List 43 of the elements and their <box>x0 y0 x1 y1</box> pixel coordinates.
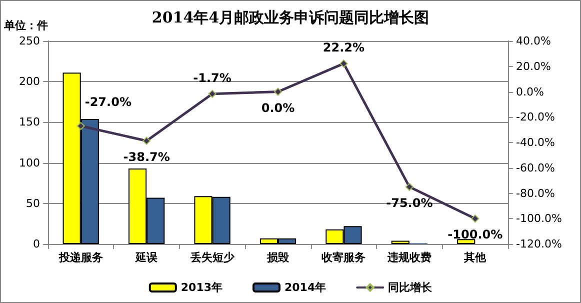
y-tick-label: 200 <box>19 75 40 88</box>
data-label: 22.2% <box>322 40 365 55</box>
y-tick-label: 50 <box>26 196 40 210</box>
chart-title: 2014年4月邮政业务申诉问题同比增长图 <box>152 8 430 26</box>
y2-tick-label: -100.0% <box>516 212 562 226</box>
y2-tick-label: -60.0% <box>516 161 555 174</box>
point <box>76 122 85 130</box>
bar <box>391 240 410 244</box>
point <box>340 60 348 68</box>
x-tick-label: 损毁 <box>266 251 290 264</box>
data-label: -27.0% <box>84 95 132 110</box>
data-label: -38.7% <box>123 150 170 164</box>
data-label: 0.0% <box>261 100 295 115</box>
y2-tick-label: -120.0% <box>516 238 562 250</box>
bar <box>457 239 476 244</box>
point <box>208 90 216 98</box>
point <box>471 214 480 223</box>
x-tick-label: 延误 <box>134 251 159 264</box>
y-tick-label: 0 <box>33 238 40 250</box>
y2-tick-label: -80.0% <box>516 186 555 200</box>
legend-label: 2014年 <box>284 281 326 294</box>
y2-tick-label: 40.0% <box>516 34 551 48</box>
legend-label: 2013年 <box>180 281 223 294</box>
y2-tick-label: 0.0% <box>516 85 544 98</box>
data-label: -100.0% <box>448 228 503 242</box>
data-label: -1.7% <box>193 70 232 85</box>
y2-tick-label: 20.0% <box>516 60 551 73</box>
x-tick-label: 丢失短少 <box>189 251 236 264</box>
point <box>142 136 151 145</box>
y-axis-title: 单位：件 <box>3 19 48 32</box>
y-tick-label: 100 <box>19 156 40 170</box>
x-tick-label: 违规收费 <box>386 251 432 264</box>
legend-label: 同比增长 <box>388 281 434 294</box>
y2-tick-label: -40.0% <box>516 136 555 149</box>
data-label: -75.0% <box>386 196 433 210</box>
y2-tick-label: -20.0% <box>516 110 555 124</box>
x-tick-label: 收寄服务 <box>322 251 366 264</box>
point <box>274 88 282 96</box>
y-tick-label: 150 <box>19 116 40 129</box>
y-tick-label: 250 <box>19 34 40 48</box>
point <box>405 182 414 191</box>
x-tick-label: 其他 <box>463 251 488 264</box>
x-tick-label: 投递服务 <box>58 251 103 264</box>
